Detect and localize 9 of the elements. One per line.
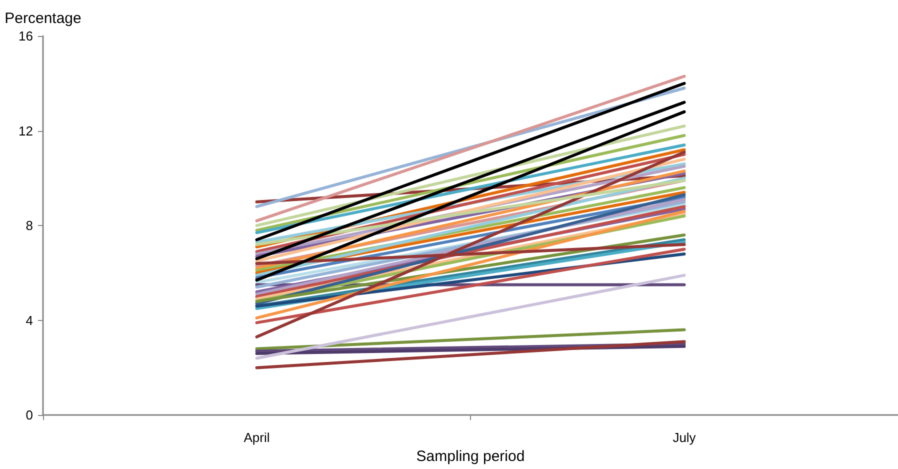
y-axis-title: Percentage [4, 10, 82, 27]
x-tick-label: April [244, 430, 270, 446]
y-tick-label: 4 [26, 312, 33, 328]
y-tick-label: 12 [18, 123, 33, 138]
y-tick-label: 16 [18, 28, 33, 44]
y-tick-label: 8 [26, 218, 33, 234]
x-axis-title: Sampling period [416, 448, 525, 465]
y-tick-label: 0 [26, 408, 33, 423]
x-tick-label: July [672, 430, 696, 446]
